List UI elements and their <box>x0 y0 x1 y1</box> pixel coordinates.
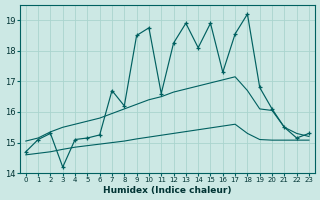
X-axis label: Humidex (Indice chaleur): Humidex (Indice chaleur) <box>103 186 232 195</box>
